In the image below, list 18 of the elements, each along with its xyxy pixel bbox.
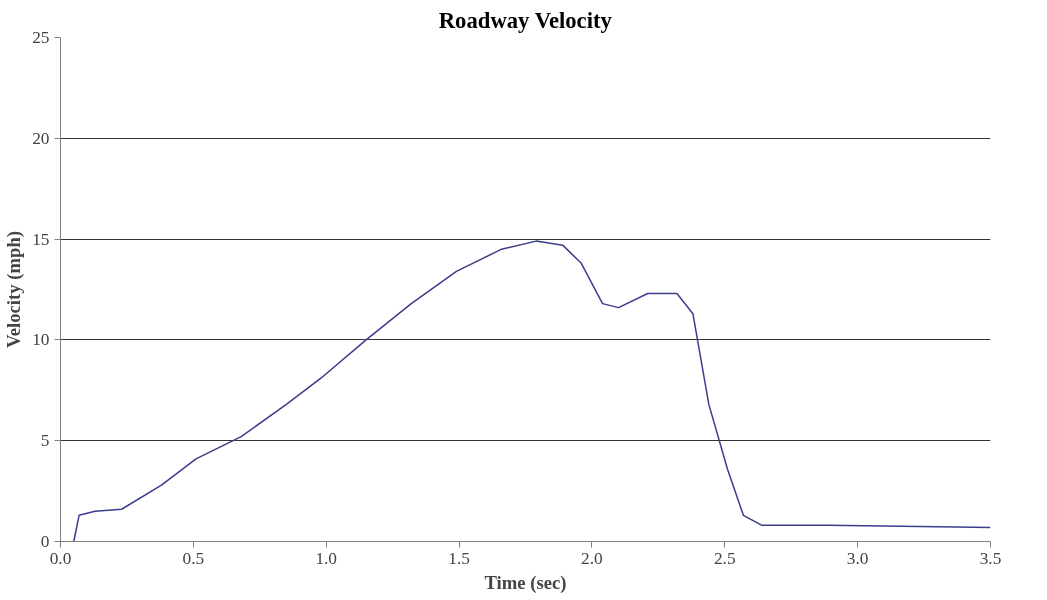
x-tick-label: 1.5	[448, 548, 470, 568]
y-tick-label: 10	[32, 330, 50, 350]
y-tick-label: 20	[32, 128, 50, 148]
y-tick-label: 15	[32, 229, 50, 249]
line-series	[73, 240, 991, 542]
y-tick-label: 0	[40, 532, 50, 551]
x-tick-label: 2.5	[713, 548, 736, 568]
y-tick-label: 5	[40, 431, 50, 451]
x-tick-label: 2.0	[581, 548, 603, 568]
x-axis-title: Time (sec)	[484, 571, 567, 594]
x-tick-label: 0.5	[182, 548, 205, 568]
x-tick-label: 3.0	[846, 548, 869, 568]
x-tick-label: 0.0	[49, 548, 72, 568]
x-tick-label: 1.0	[315, 548, 338, 568]
y-tick-label: 25	[32, 28, 50, 47]
x-tick-label: 3.5	[979, 548, 1002, 568]
y-axis-title: Velocity (mph)	[3, 231, 26, 348]
chart-title: Roadway Velocity	[438, 7, 613, 33]
